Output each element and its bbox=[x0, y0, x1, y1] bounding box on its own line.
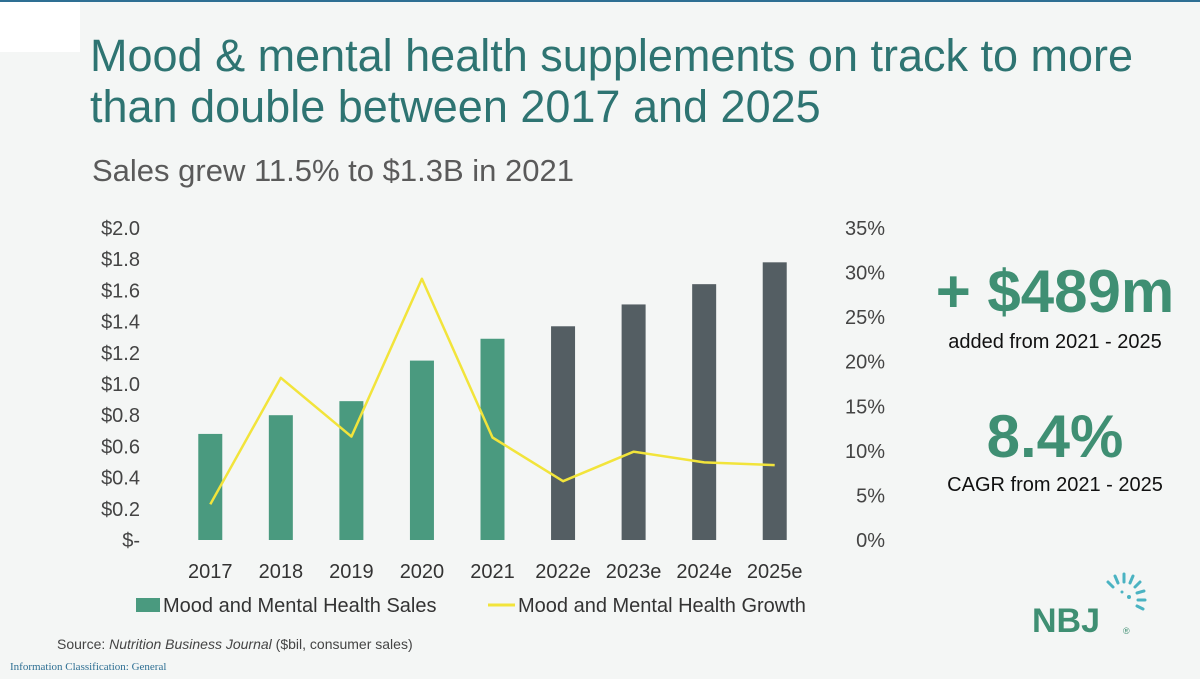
y-left-tick-label: $1.6 bbox=[101, 280, 140, 302]
legend-label-growth: Mood and Mental Health Growth bbox=[518, 595, 806, 617]
y-right-tick-label: 0% bbox=[856, 530, 885, 552]
y-right-tick-label: 25% bbox=[845, 307, 885, 329]
y-right-tick-label: 20% bbox=[845, 352, 885, 374]
bar-estimate bbox=[692, 284, 717, 540]
y-right-tick-label: 30% bbox=[845, 263, 885, 285]
x-tick-label: 2024e bbox=[676, 561, 732, 583]
y-right-tick-label: 10% bbox=[845, 441, 885, 463]
sales-growth-chart: $- $0.2 $0.4 $0.6 $0.8 $1.0 $1.2 $1.4 $1.6 $1.8 $2… bbox=[101, 218, 885, 617]
page-title: Mood & mental health supplements on trac… bbox=[90, 30, 1134, 132]
x-tick-label: 2017 bbox=[188, 561, 233, 583]
bar-estimate bbox=[621, 304, 646, 540]
nbj-logo: NBJ ® bbox=[1032, 572, 1147, 640]
logo-text: NBJ bbox=[1032, 602, 1100, 640]
sunburst-icon bbox=[1106, 572, 1147, 611]
y-left-tick-label: $0.2 bbox=[101, 499, 140, 521]
y-left-tick-label: $- bbox=[122, 530, 140, 552]
y-left-tick-label: $1.2 bbox=[101, 343, 140, 365]
y-left-tick-label: $1.0 bbox=[101, 374, 140, 396]
legend-label-sales: Mood and Mental Health Sales bbox=[163, 595, 437, 617]
kpi-added-label: added from 2021 - 2025 bbox=[948, 331, 1162, 353]
page-subtitle: Sales grew 11.5% to $1.3B in 2021 bbox=[92, 153, 574, 188]
growth-line bbox=[209, 277, 775, 505]
y-left-tick-label: $0.8 bbox=[101, 405, 140, 427]
x-tick-label: 2020 bbox=[400, 561, 445, 583]
source-note: Source: Nutrition Business Journal ($bil… bbox=[57, 636, 413, 652]
bar-estimate bbox=[551, 326, 576, 540]
x-tick-label: 2019 bbox=[329, 561, 374, 583]
bar-actual bbox=[409, 360, 434, 540]
kpi-added-value: + $489m bbox=[935, 258, 1175, 325]
y-left-tick-label: $1.4 bbox=[101, 312, 140, 334]
x-tick-label: 2023e bbox=[606, 561, 662, 583]
y-left-tick-label: $2.0 bbox=[101, 218, 140, 240]
y-left-tick-label: $0.4 bbox=[101, 468, 140, 490]
source-publication: Nutrition Business Journal bbox=[109, 636, 272, 652]
bar-actual bbox=[339, 401, 364, 540]
x-tick-label: 2022e bbox=[535, 561, 591, 583]
y-right-tick-label: 35% bbox=[845, 218, 885, 240]
bar-actual bbox=[198, 433, 223, 540]
x-tick-label: 2021 bbox=[470, 561, 515, 583]
bar-actual bbox=[268, 415, 293, 540]
y-right-tick-label: 5% bbox=[856, 485, 885, 507]
source-suffix: ($bil, consumer sales) bbox=[271, 636, 413, 652]
logo-registered-mark: ® bbox=[1123, 626, 1130, 636]
classification-label: Information Classification: General bbox=[10, 661, 167, 673]
top-border bbox=[0, 0, 1200, 2]
kpi-cagr-value: 8.4% bbox=[986, 403, 1124, 470]
x-tick-label: 2025e bbox=[747, 561, 803, 583]
x-tick-label: 2018 bbox=[259, 561, 304, 583]
source-prefix: Source: bbox=[57, 636, 110, 652]
kpi-cagr-label: CAGR from 2021 - 2025 bbox=[947, 474, 1163, 496]
y-left-tick-label: $0.6 bbox=[101, 436, 140, 458]
bar-actual bbox=[480, 338, 505, 540]
legend-swatch-sales bbox=[136, 598, 160, 612]
corner-tab bbox=[0, 2, 80, 52]
y-left-tick-label: $1.8 bbox=[101, 249, 140, 271]
y-right-tick-label: 15% bbox=[845, 396, 885, 418]
bar-estimate bbox=[762, 262, 787, 540]
